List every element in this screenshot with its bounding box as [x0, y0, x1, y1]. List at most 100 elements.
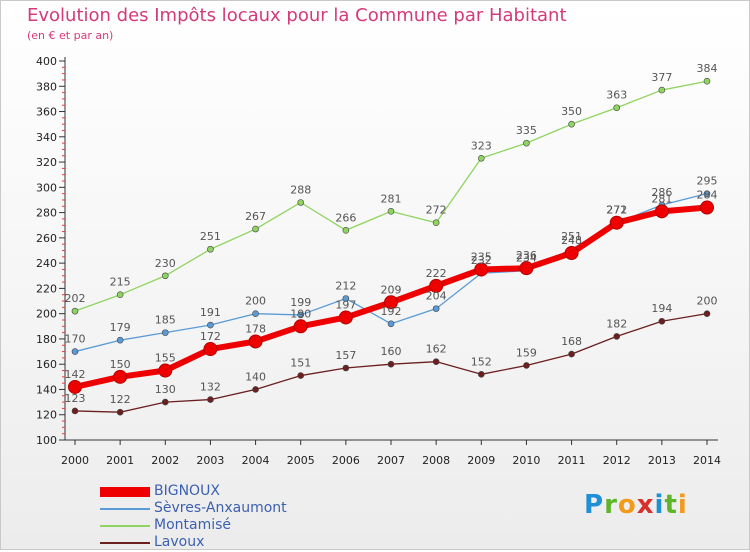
x-tick-label: 2000 [61, 454, 89, 467]
data-label-montamise: 281 [381, 192, 402, 205]
data-label-lavoux: 157 [335, 349, 356, 362]
data-point-lavoux [342, 364, 350, 372]
y-tick-label: 200 [36, 308, 57, 321]
data-label-montamise: 272 [426, 204, 447, 217]
x-tick-label: 2007 [377, 454, 405, 467]
legend-label-lavoux: Lavoux [154, 534, 205, 550]
data-label-sevres-anxaumont: 170 [65, 333, 86, 346]
data-point-lavoux [207, 396, 214, 403]
data-point-sevres-anxaumont [432, 305, 440, 312]
x-tick-label: 2009 [467, 454, 495, 467]
data-point-bignoux [68, 379, 82, 394]
data-label-montamise: 363 [606, 89, 627, 102]
data-label-montamise: 251 [200, 230, 221, 243]
data-label-lavoux: 132 [200, 381, 221, 394]
data-point-montamise [432, 219, 440, 227]
data-label-lavoux: 194 [651, 302, 672, 315]
data-label-sevres-anxaumont: 204 [426, 290, 447, 303]
y-tick-label: 400 [36, 55, 57, 68]
data-point-sevres-anxaumont [207, 321, 214, 329]
data-label-sevres-anxaumont: 295 [697, 175, 718, 188]
data-label-lavoux: 160 [381, 345, 402, 358]
y-tick-label: 320 [36, 156, 57, 169]
data-label-sevres-anxaumont: 272 [606, 204, 627, 217]
data-label-lavoux: 123 [65, 392, 86, 405]
legend-swatch-lavoux [100, 542, 150, 544]
data-point-lavoux [613, 333, 621, 340]
data-label-lavoux: 168 [561, 335, 582, 348]
logo-letter: i [654, 490, 665, 520]
data-label-sevres-anxaumont: 251 [561, 230, 582, 243]
legend-label-bignoux: BIGNOUX [154, 483, 220, 499]
proxiti-logo: Proxiti [584, 490, 688, 520]
data-point-bignoux [113, 369, 128, 384]
data-point-sevres-anxaumont [252, 310, 259, 317]
data-point-bignoux [700, 200, 714, 215]
data-label-sevres-anxaumont: 179 [110, 321, 131, 334]
data-point-sevres-anxaumont [387, 320, 395, 328]
legend-swatch-sevres-anxaumont [100, 508, 150, 510]
data-point-montamise [523, 139, 530, 147]
chart-title: Evolution des Impôts locaux pour la Comm… [27, 5, 567, 26]
logo-letter: o [617, 490, 637, 520]
data-label-montamise: 323 [471, 139, 492, 152]
y-tick-label: 340 [36, 131, 57, 144]
logo-letter: t [664, 490, 678, 520]
legend-label-sevres-anxaumont: Sèvres-Anxaumont [154, 500, 287, 516]
y-tick-label: 360 [36, 106, 57, 119]
data-label-sevres-anxaumont: 232 [471, 254, 492, 267]
data-label-lavoux: 151 [290, 357, 311, 370]
x-tick-label: 2004 [242, 454, 270, 467]
data-label-bignoux: 172 [200, 330, 221, 343]
data-point-sevres-anxaumont [297, 311, 305, 319]
data-point-montamise [703, 77, 711, 85]
x-tick-label: 2010 [512, 454, 540, 467]
y-tick-label: 240 [36, 257, 57, 270]
data-point-montamise [342, 226, 350, 234]
data-label-sevres-anxaumont: 286 [651, 186, 672, 199]
data-label-lavoux: 152 [471, 355, 492, 368]
data-label-lavoux: 162 [426, 343, 447, 356]
data-point-lavoux [658, 317, 666, 325]
x-tick-label: 2006 [332, 454, 360, 467]
data-label-bignoux: 142 [65, 368, 86, 381]
data-label-lavoux: 159 [516, 346, 537, 359]
y-tick-label: 260 [36, 232, 57, 245]
data-label-bignoux: 190 [290, 307, 311, 320]
data-point-montamise [568, 120, 575, 128]
data-point-lavoux [161, 398, 169, 406]
data-point-bignoux [609, 215, 624, 230]
legend-swatch-bignoux [100, 487, 150, 497]
data-point-lavoux [71, 407, 79, 415]
data-point-sevres-anxaumont [342, 295, 350, 302]
data-label-bignoux: 236 [516, 249, 537, 262]
data-point-sevres-anxaumont [71, 348, 79, 355]
data-point-bignoux [384, 295, 398, 310]
data-point-montamise [116, 291, 124, 299]
data-point-sevres-anxaumont [161, 329, 169, 336]
x-tick-label: 2014 [693, 454, 721, 467]
data-label-lavoux: 122 [110, 393, 131, 406]
data-point-montamise [161, 272, 169, 280]
data-point-lavoux [703, 310, 711, 317]
chart-subtitle: (en € et par an) [27, 29, 114, 42]
data-point-lavoux [252, 386, 259, 393]
data-point-bignoux [429, 278, 444, 293]
data-point-bignoux [248, 334, 263, 349]
data-label-montamise: 335 [516, 124, 537, 137]
data-label-lavoux: 130 [155, 383, 176, 396]
data-point-lavoux [116, 408, 124, 416]
data-label-montamise: 384 [697, 62, 718, 75]
data-point-montamise [477, 154, 485, 162]
data-point-lavoux [523, 362, 530, 369]
data-point-montamise [613, 104, 621, 112]
data-point-bignoux [654, 204, 669, 219]
x-tick-label: 2008 [422, 454, 450, 467]
y-tick-label: 300 [36, 181, 57, 194]
data-point-bignoux [564, 246, 579, 261]
data-point-bignoux [203, 342, 218, 357]
y-tick-label: 140 [36, 383, 57, 396]
y-tick-label: 180 [36, 333, 57, 346]
y-tick-label: 120 [36, 409, 57, 422]
